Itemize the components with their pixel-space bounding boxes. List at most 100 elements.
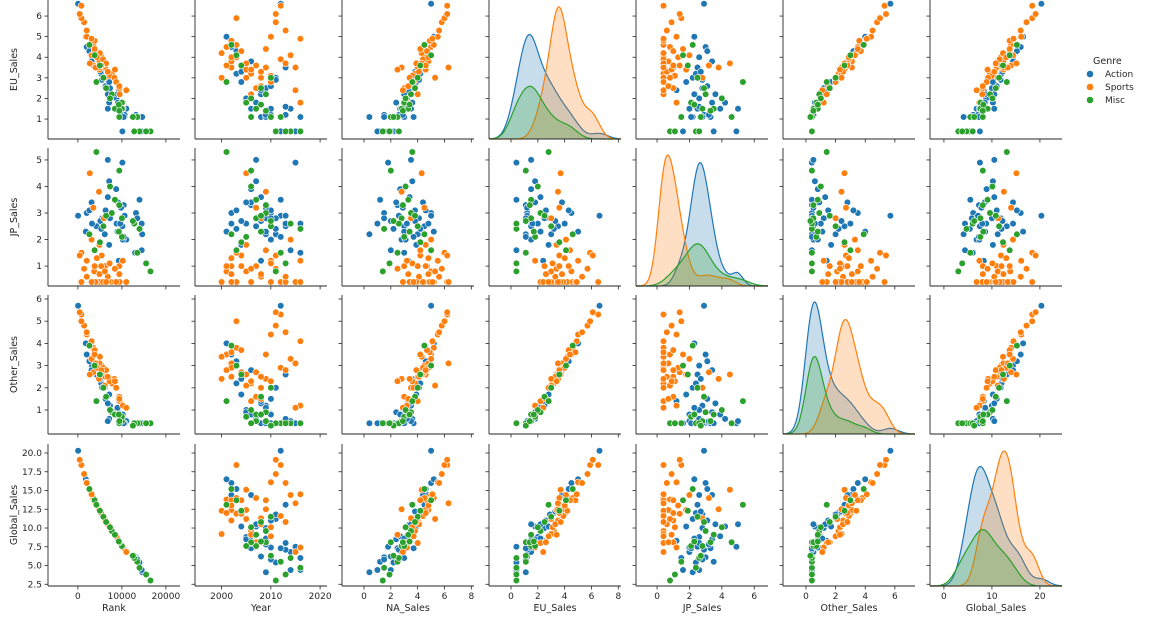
data-point [402, 523, 410, 531]
data-point [296, 278, 305, 286]
data-point [677, 558, 685, 566]
data-point [287, 246, 295, 254]
data-point [247, 65, 255, 74]
data-point [876, 461, 884, 469]
data-point [695, 53, 703, 61]
data-point [227, 342, 235, 350]
data-point [282, 127, 290, 135]
data-point [406, 537, 414, 546]
data-point [817, 523, 825, 531]
data-point [854, 267, 862, 276]
data-point [676, 456, 684, 464]
data-point [101, 267, 109, 276]
data-point [689, 485, 697, 493]
legend-marker-sports [1086, 83, 1094, 91]
data-point [83, 350, 91, 359]
y-tick-label: 5 [36, 33, 42, 43]
data-point [705, 368, 713, 376]
data-point [242, 382, 250, 390]
data-point [526, 201, 534, 209]
data-point [262, 45, 270, 53]
x-tick-label: 8 [615, 592, 621, 602]
data-point [272, 470, 280, 478]
data-point [544, 278, 553, 286]
data-point [105, 259, 114, 268]
data-point [992, 212, 1000, 220]
data-point [677, 113, 685, 121]
x-tick-label: 0 [361, 592, 367, 602]
data-point [232, 362, 240, 370]
data-point [142, 419, 150, 427]
data-point [296, 257, 305, 265]
data-point [77, 278, 85, 286]
data-point [74, 302, 82, 310]
y-axis-label: JP_Sales [9, 198, 20, 238]
data-point [831, 214, 840, 222]
data-point [685, 51, 694, 59]
data-point [677, 317, 685, 325]
panel-EU_Sales-vs-Other_Sales [779, 0, 915, 143]
data-point [83, 479, 91, 487]
x-tick-label: 8 [468, 592, 474, 602]
data-point [277, 461, 285, 469]
data-point [690, 90, 698, 98]
data-point [111, 265, 119, 273]
data-point [808, 267, 816, 276]
data-point [540, 212, 549, 220]
data-point [232, 317, 240, 325]
data-point [522, 422, 530, 430]
x-tick-label: 0 [803, 592, 809, 602]
kde-line-action [488, 33, 621, 140]
data-point [272, 308, 280, 316]
data-point [527, 520, 535, 528]
data-point [886, 447, 895, 455]
data-point [287, 220, 295, 228]
data-point [700, 518, 708, 526]
legend-title: Genre [1093, 56, 1122, 67]
data-point [697, 375, 705, 383]
data-point [843, 262, 852, 270]
data-point [427, 212, 435, 220]
data-point [222, 397, 231, 405]
data-point [277, 2, 285, 10]
data-point [267, 217, 275, 225]
x-tick-label: 2 [388, 592, 394, 602]
data-point [222, 475, 231, 483]
data-point [296, 337, 305, 345]
data-point [873, 470, 881, 478]
data-point [682, 390, 690, 399]
data-point [257, 270, 265, 278]
data-point [512, 159, 521, 167]
data-point [718, 94, 726, 102]
data-point [106, 406, 114, 414]
data-point [1017, 33, 1025, 41]
panel-Other_Sales-vs-EU_Sales [485, 295, 621, 438]
data-point [659, 359, 668, 368]
data-point [667, 18, 676, 26]
data-point [726, 486, 734, 494]
data-point [992, 393, 1000, 401]
data-point [826, 262, 834, 270]
data-point [823, 78, 831, 86]
data-point [227, 278, 235, 286]
data-point [267, 259, 275, 268]
data-point [257, 373, 265, 381]
data-point [416, 370, 424, 379]
data-point [227, 373, 235, 381]
data-point [1017, 26, 1025, 35]
data-point [444, 63, 453, 72]
data-point [77, 2, 85, 10]
data-point [89, 204, 97, 212]
data-point [404, 270, 412, 278]
data-point [111, 196, 119, 204]
data-point [296, 127, 305, 135]
data-point [111, 377, 119, 385]
data-point [979, 228, 987, 236]
data-point [408, 501, 416, 509]
data-point [287, 236, 295, 244]
data-point [555, 507, 563, 515]
data-point [227, 485, 235, 493]
data-point [831, 74, 840, 82]
data-point [697, 113, 705, 121]
data-point [80, 265, 88, 273]
